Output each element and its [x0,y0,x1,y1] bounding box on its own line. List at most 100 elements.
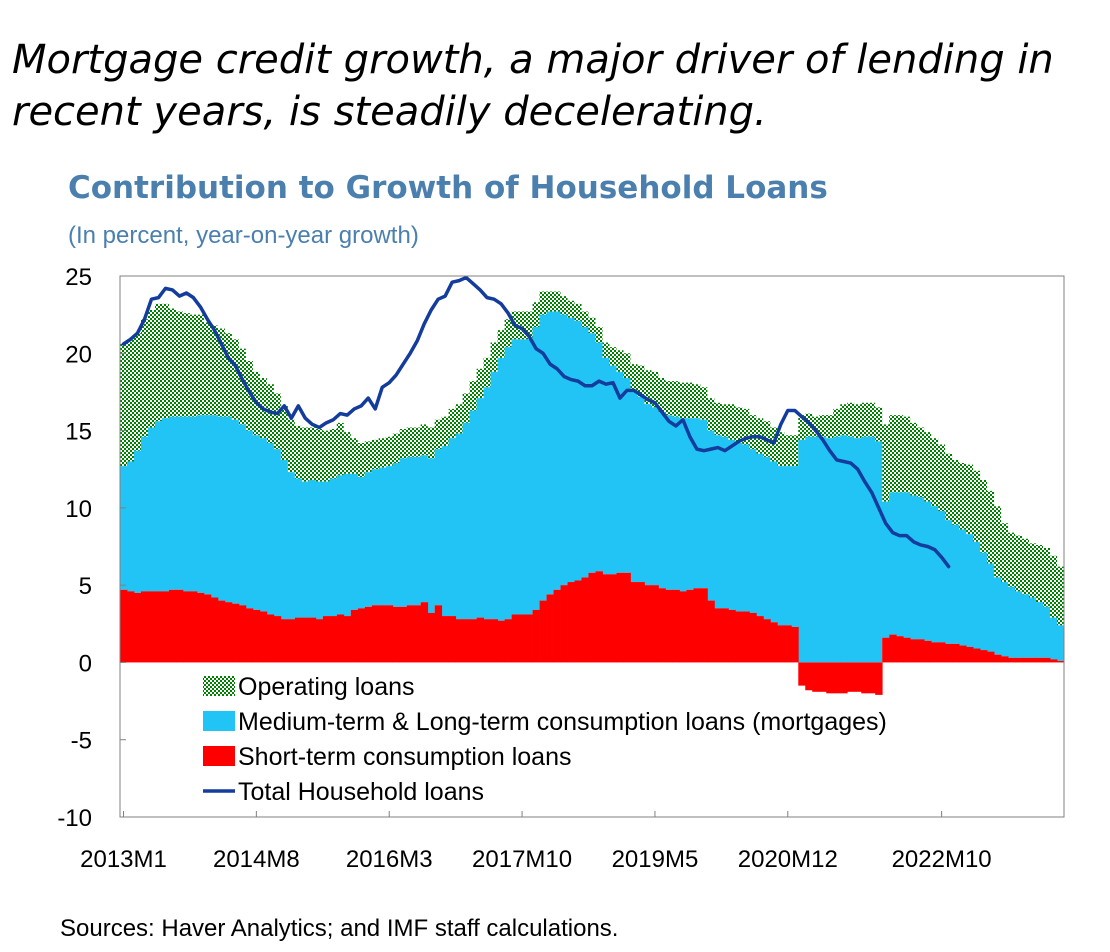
bar-short-term [455,619,464,663]
bar-short-term [182,591,191,663]
bar-short-term [693,588,701,663]
bar-short-term [441,616,450,663]
bar-short-term [315,619,324,663]
bar-short-term [896,636,904,663]
y-tick-label: 15 [65,419,92,446]
bar-short-term [462,619,471,663]
bar-short-term [504,619,512,663]
bar-short-term [959,645,967,663]
bar-short-term [322,616,331,663]
bar-short-term [238,605,247,663]
bar-short-term [280,619,289,663]
bar-short-term [609,574,617,663]
headline: Mortgage credit growth, a major driver o… [12,37,1054,135]
bar-short-term [819,662,827,692]
bar-short-term [973,648,981,663]
bar-short-term [777,625,785,663]
legend-swatch [203,711,235,731]
bar-short-term [728,609,736,663]
bar-short-term [833,662,841,694]
y-tick-label: -10 [57,805,92,832]
bar-short-term [511,614,519,663]
bar-short-term [868,662,876,694]
bar-short-term [840,662,848,694]
chart-subtitle: (In percent, year-on-year growth) [68,222,419,249]
bar-short-term [1057,660,1064,663]
bar-short-term [476,617,485,663]
bar-short-term [1022,657,1030,663]
bar-short-term [189,591,198,663]
bar-short-term [875,662,883,695]
bar-short-term [966,646,974,663]
bar-short-term [196,592,205,663]
bar-short-term [448,616,457,663]
plot-frame [119,275,1065,818]
bar-short-term [686,589,694,663]
bar-short-term [945,643,953,663]
bar-short-term [805,662,813,691]
bar-short-term [120,589,128,663]
bar-short-term [266,614,275,663]
bar-short-term [399,606,408,663]
bar-short-term [1015,657,1023,663]
bar-short-term [952,643,960,663]
y-tick-label: 5 [79,573,92,600]
bar-short-term [224,602,233,663]
bar-short-term [308,617,317,663]
y-axis: 25 20 15 10 5 0 -5 -10 [57,264,126,832]
bar-short-term [294,617,303,663]
bar-short-term [854,662,862,692]
bar-short-term [980,650,988,663]
bar-short-term [588,572,596,663]
bar-short-term [175,589,184,663]
bar-short-term [665,589,673,663]
bar-short-term [658,588,666,663]
bar-short-term [168,589,177,663]
y-tick-label: 0 [79,650,92,677]
bar-short-term [126,591,135,663]
bar-short-term [1001,656,1009,663]
bar-short-term [1043,657,1051,663]
plot-area [120,275,1064,695]
bar-short-term [931,642,939,663]
bar-short-term [651,585,659,663]
bar-short-term [574,580,582,663]
bar-short-term [1029,657,1037,663]
legend-label: Operating loans [238,673,415,701]
bar-short-term [917,639,925,663]
bar-short-term [784,625,792,663]
bar-short-term [546,594,554,663]
bar-short-term [406,605,415,663]
bar-short-term [994,654,1002,663]
bar-short-term [763,619,771,663]
legend-medium-long-term: Medium-term & Long-term consumption loan… [203,708,887,736]
bar-short-term [924,640,932,663]
legend-swatch [203,676,235,696]
bar-short-term [560,585,568,663]
bar-short-term [679,591,687,663]
bar-short-term [553,589,561,663]
bar-short-term [154,591,163,663]
bar-short-term [483,619,491,663]
bar-short-term [378,605,387,663]
x-tick-label: 2016M3 [346,846,433,873]
x-tick-label: 2014M8 [213,846,300,873]
bar-short-term [210,597,219,663]
bar-short-term [602,574,610,663]
bar-short-term [329,616,338,663]
y-tick-label: 10 [65,496,92,523]
bar-short-term [1050,659,1058,663]
bar-short-term [259,611,268,663]
bar-short-term [539,600,547,663]
bar-short-term [749,612,757,663]
bar-short-term [595,571,603,663]
bar-short-term [252,609,261,663]
x-axis: 2013M1 2014M8 2016M3 2017M10 2019M5 2020M12 20… [80,811,992,873]
bar-short-term [518,614,526,663]
bar-short-term [133,592,142,663]
legend-total: Total Household loans [203,778,484,806]
bar-short-term [343,616,352,663]
bar-short-term [826,662,834,694]
bar-short-term [700,588,708,663]
